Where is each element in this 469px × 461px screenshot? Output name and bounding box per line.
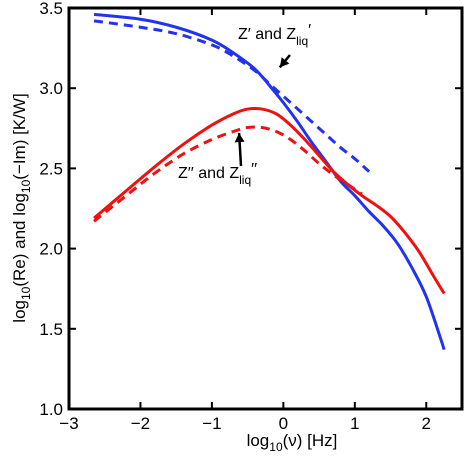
annotation-arrowhead-lower (234, 133, 245, 143)
y-axis-label-mid: (Re) and log (10, 193, 29, 287)
y-tick-label: 2.0 (39, 240, 63, 259)
annotation-lower: Z′′ and Zliq′′ (178, 161, 257, 187)
y-axis-label-end: (−Im) [K/W] (10, 93, 29, 179)
series-line-4 (93, 125, 363, 223)
y-axis-label-sub-b: 10 (19, 179, 33, 193)
y-tick-label: 3.0 (39, 79, 63, 98)
x-axis-label: log10(ν) [Hz] (247, 431, 338, 454)
series-line-1 (93, 12, 446, 351)
annotation-arrows (234, 54, 291, 167)
annotation-upper: Z′ and Zliq′ (238, 22, 311, 48)
y-axis-label: log10(Re) and log10(−Im) [K/W] (10, 93, 33, 322)
y-tick-label: 1.5 (39, 320, 63, 339)
axis-ticks: −3 −2 −1 0 1 2 1.0 1.5 2.0 2.5 3.0 3.5 (39, 0, 462, 433)
y-tick-label: 1.0 (39, 400, 63, 419)
y-axis-label-sub-a: 10 (19, 286, 33, 300)
x-tick-label: −3 (59, 414, 78, 433)
plot-area (93, 12, 446, 351)
x-axis-label-sub: 10 (269, 440, 283, 454)
x-tick-label: 1 (350, 414, 359, 433)
annotation-lower-main: Z′′ and Z (178, 165, 239, 182)
annotation-arrowhead-upper (279, 57, 290, 68)
annotation-upper-main: Z′ and Z (238, 26, 296, 43)
y-tick-label: 3.5 (39, 0, 63, 18)
x-tick-label: 0 (279, 414, 288, 433)
annotation-upper-sub: liq (296, 34, 308, 48)
x-tick-label: 2 (422, 414, 431, 433)
y-tick-label: 2.5 (39, 159, 63, 178)
axes-frame (67, 6, 464, 411)
annotation-upper-prime: ′ (308, 22, 311, 39)
series-line-2 (93, 19, 371, 173)
x-tick-label: −1 (202, 414, 221, 433)
x-axis-label-log: log (247, 431, 270, 450)
x-axis-label-unit: (ν) [Hz] (283, 431, 338, 450)
annotation-lower-prime: ′′ (251, 161, 257, 178)
x-tick-label: −2 (131, 414, 150, 433)
annotation-lower-sub: liq (239, 173, 251, 187)
y-axis-label-log-a: log (10, 300, 29, 323)
series-line-3 (93, 106, 446, 295)
